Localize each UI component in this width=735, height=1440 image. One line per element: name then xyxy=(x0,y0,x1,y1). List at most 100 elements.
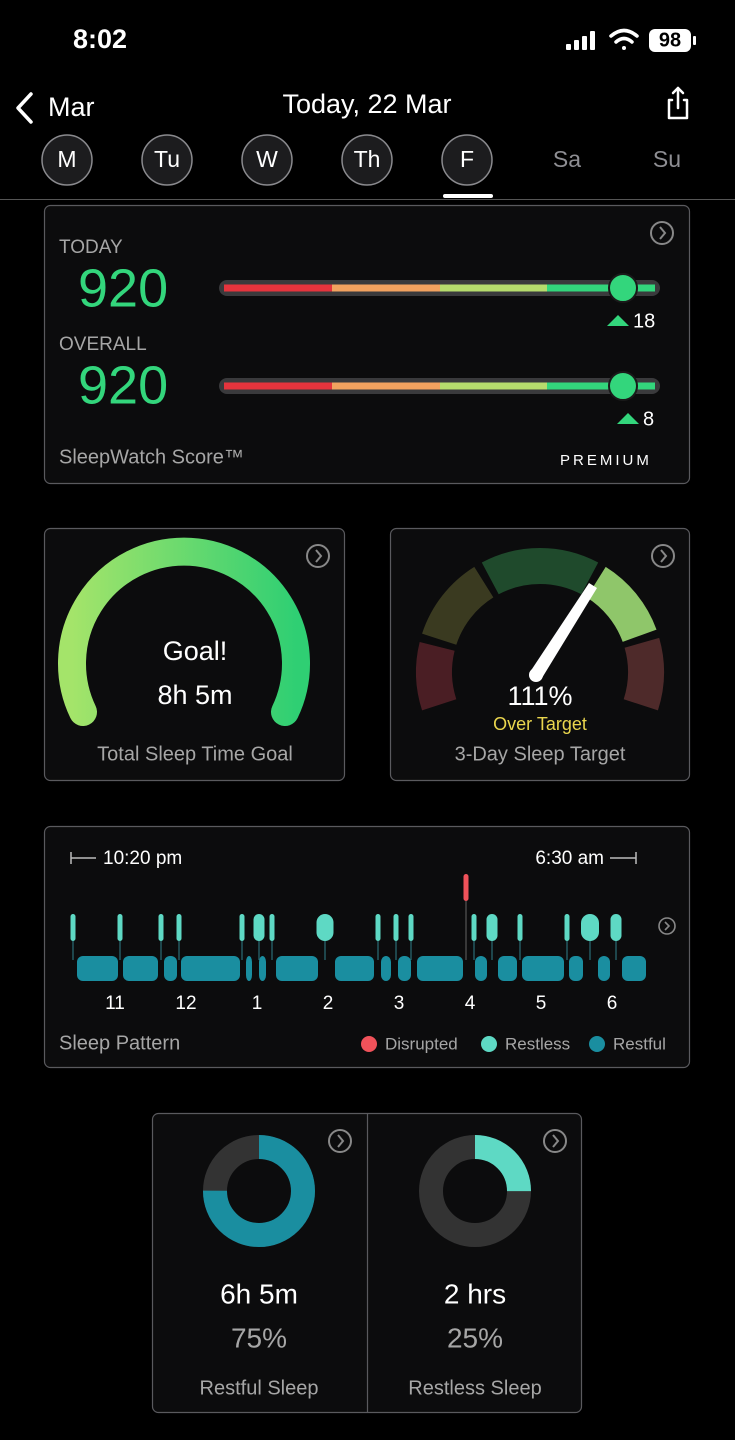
sleep-duration: 6h 5m xyxy=(220,1278,298,1309)
gauge-segment xyxy=(481,548,599,595)
day-label[interactable]: Sa xyxy=(553,146,581,172)
selected-day-underline xyxy=(443,194,493,198)
sleep-label: Restless Sleep xyxy=(408,1377,541,1399)
donut-arc xyxy=(203,1135,315,1247)
day-label[interactable]: Su xyxy=(653,146,681,172)
restful-block xyxy=(569,956,583,981)
slider-segment xyxy=(547,382,655,390)
restless-tick xyxy=(316,914,334,941)
day-circle[interactable] xyxy=(141,134,193,186)
signal-icon xyxy=(566,31,595,50)
up-arrow xyxy=(617,413,639,424)
legend-label: Restless xyxy=(505,1034,570,1053)
restless-tick xyxy=(517,914,523,941)
hour-label: 11 xyxy=(105,993,125,1014)
target-value: 111% xyxy=(507,681,572,711)
restless-tick xyxy=(581,914,599,941)
donut-arc xyxy=(419,1135,531,1247)
slider-knob xyxy=(608,273,638,303)
day-button[interactable]: Sa xyxy=(553,146,581,172)
restless-tick xyxy=(375,914,381,941)
legend-label: Disrupted xyxy=(385,1034,458,1053)
info-button[interactable] xyxy=(306,544,330,568)
day-label[interactable]: Th xyxy=(354,146,381,172)
restful-block xyxy=(259,956,266,981)
hour-label: 12 xyxy=(175,993,196,1014)
restful-block xyxy=(498,956,517,981)
restful-block xyxy=(381,956,391,981)
back-button[interactable]: Mar xyxy=(16,92,95,124)
target-label: 3-Day Sleep Target xyxy=(455,743,626,765)
pattern-card xyxy=(43,825,691,1069)
battery-level: 98 xyxy=(659,29,681,51)
start-bracket xyxy=(70,852,96,864)
goal-headline: Goal! xyxy=(163,636,228,666)
end-time: 6:30 am xyxy=(535,848,604,869)
info-button[interactable] xyxy=(651,544,675,568)
overall-score: 920 xyxy=(78,355,168,415)
day-circle[interactable] xyxy=(41,134,93,186)
restful-block xyxy=(335,956,374,981)
back-chevron[interactable] xyxy=(16,92,33,124)
restful-block xyxy=(598,956,610,981)
restless-tick xyxy=(253,914,265,941)
today-label: TODAY xyxy=(59,237,123,258)
legend-dot xyxy=(481,1036,497,1052)
battery-icon xyxy=(649,29,691,52)
day-circle[interactable] xyxy=(241,134,293,186)
slider-segment xyxy=(547,284,655,292)
end-bracket xyxy=(610,852,637,864)
gauge-segment xyxy=(422,566,494,646)
restless-tick xyxy=(117,914,123,941)
restless-tick xyxy=(239,914,245,941)
today-score: 920 xyxy=(78,258,168,318)
sleep-percent: 75% xyxy=(231,1322,287,1353)
day-button[interactable]: Su xyxy=(653,146,681,172)
slider-segment xyxy=(440,284,547,292)
day-button[interactable]: M xyxy=(41,134,93,186)
premium-badge: PREMIUM xyxy=(560,452,652,469)
day-label[interactable]: M xyxy=(57,146,76,172)
hour-label: 5 xyxy=(536,993,547,1014)
goal-gauge xyxy=(58,537,310,726)
restless-tick xyxy=(564,914,570,941)
day-button[interactable]: F xyxy=(441,134,493,186)
legend-dot xyxy=(589,1036,605,1052)
day-circle[interactable] xyxy=(441,134,493,186)
day-button[interactable]: Th xyxy=(341,134,393,186)
today-change: 18 xyxy=(633,310,655,332)
wifi-icon xyxy=(609,28,639,50)
back-label[interactable]: Mar xyxy=(48,92,95,122)
share-button[interactable] xyxy=(667,86,689,120)
day-button[interactable]: W xyxy=(241,134,293,186)
restless-tick xyxy=(610,914,622,941)
restless-tick xyxy=(158,914,164,941)
goal-label: Total Sleep Time Goal xyxy=(97,743,293,765)
sleep-pattern xyxy=(70,874,646,981)
sleep-percent: 25% xyxy=(447,1322,503,1353)
info-button[interactable] xyxy=(658,917,676,935)
restful-block xyxy=(181,956,240,981)
day-label[interactable]: W xyxy=(256,146,278,172)
status-time: 8:02 xyxy=(73,24,127,54)
pattern-title: Sleep Pattern xyxy=(59,1032,180,1054)
start-time: 10:20 pm xyxy=(103,848,182,869)
restful-block xyxy=(276,956,318,981)
info-button[interactable] xyxy=(328,1129,352,1153)
restful-block xyxy=(398,956,411,981)
day-circle[interactable] xyxy=(341,134,393,186)
hour-label: 6 xyxy=(607,993,618,1014)
sleep-duration: 2 hrs xyxy=(444,1278,506,1309)
day-button[interactable]: Tu xyxy=(141,134,193,186)
restful-block xyxy=(164,956,177,981)
info-button[interactable] xyxy=(650,221,674,245)
day-label[interactable]: F xyxy=(460,146,474,172)
info-button[interactable] xyxy=(543,1129,567,1153)
restless-tick xyxy=(269,914,275,941)
score-card xyxy=(43,204,691,485)
day-label[interactable]: Tu xyxy=(154,146,180,172)
disrupted-tick xyxy=(463,874,469,901)
slider-segment xyxy=(332,382,440,390)
